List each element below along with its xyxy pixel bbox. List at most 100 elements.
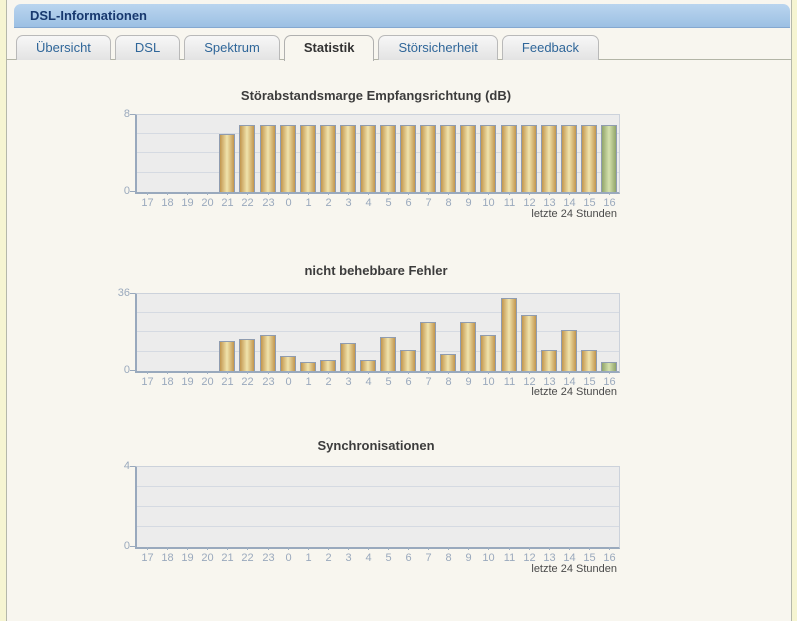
bar	[219, 134, 235, 192]
x-axis-tick	[187, 547, 188, 550]
x-tick-label: 6	[405, 552, 412, 564]
bar	[280, 356, 296, 371]
x-axis-tick	[328, 371, 329, 374]
x-axis-tick	[247, 192, 248, 195]
x-tick-label: 17	[141, 552, 154, 564]
plot-area	[135, 114, 620, 194]
chart-title: nicht behebbare Fehler	[304, 263, 448, 278]
tab-feedback[interactable]: Feedback	[501, 35, 600, 60]
bar	[400, 125, 416, 192]
y-axis-min-label: 0	[123, 540, 130, 552]
x-tick-label: 13	[543, 552, 556, 564]
x-axis-labels: 17 18 19 20 21 22 23 0 1 2 3 4 5 6 7 8 9 10 11 12 13 14 15 16	[137, 371, 619, 388]
x-axis-tick	[288, 371, 289, 374]
x-axis-tick	[609, 371, 610, 374]
x-axis-tick	[388, 192, 389, 195]
bar	[280, 125, 296, 192]
bar	[561, 125, 577, 192]
x-tick-label: 1	[305, 376, 312, 388]
x-tick-label: 21	[221, 552, 234, 564]
x-axis-tick	[268, 192, 269, 195]
tab-spektrum[interactable]: Spektrum	[184, 35, 280, 60]
x-axis-tick	[589, 192, 590, 195]
x-axis-tick	[227, 192, 228, 195]
x-axis-tick	[408, 371, 409, 374]
x-tick-label: 5	[385, 552, 392, 564]
x-axis-tick	[468, 371, 469, 374]
bar	[561, 330, 577, 371]
bar	[460, 322, 476, 371]
bar	[260, 335, 276, 371]
bar	[440, 354, 456, 371]
x-tick-label: 15	[583, 197, 596, 209]
x-tick-label: 16	[603, 376, 616, 388]
x-axis-tick	[187, 192, 188, 195]
y-axis-max-label: 4	[123, 460, 130, 472]
x-axis-tick	[509, 371, 510, 374]
tab-statistik[interactable]: Statistik	[283, 35, 375, 61]
x-tick-label: 20	[201, 552, 214, 564]
x-axis-tick	[147, 547, 148, 550]
bar	[541, 350, 557, 371]
x-axis-tick	[569, 547, 570, 550]
x-tick-label: 19	[181, 197, 194, 209]
x-tick-label: 7	[425, 197, 432, 209]
x-axis-tick	[247, 371, 248, 374]
x-tick-label: 11	[503, 376, 516, 388]
x-axis-tick	[529, 192, 530, 195]
tab-uebersicht[interactable]: Übersicht	[16, 35, 111, 60]
x-axis-tick	[388, 547, 389, 550]
x-axis-tick	[207, 192, 208, 195]
x-axis-tick	[589, 547, 590, 550]
bar	[360, 360, 376, 371]
x-axis-tick	[448, 547, 449, 550]
x-axis-tick	[348, 547, 349, 550]
x-tick-label: 15	[583, 552, 596, 564]
x-axis-tick	[549, 192, 550, 195]
x-tick-label: 10	[482, 552, 495, 564]
bar	[420, 322, 436, 371]
x-axis-tick	[348, 371, 349, 374]
y-axis-tick	[130, 546, 135, 547]
bar	[501, 125, 517, 192]
bar	[581, 350, 597, 371]
x-tick-label: 14	[563, 376, 576, 388]
x-axis-tick	[428, 192, 429, 195]
x-axis-tick	[488, 371, 489, 374]
x-axis-tick	[187, 371, 188, 374]
x-tick-label: 22	[241, 552, 254, 564]
tab-dsl[interactable]: DSL	[114, 35, 181, 60]
x-axis-tick	[328, 547, 329, 550]
tab-stoersicherheit[interactable]: Störsicherheit	[378, 35, 498, 60]
x-axis-tick	[227, 547, 228, 550]
x-tick-label: 21	[221, 197, 234, 209]
x-tick-label: 1	[305, 552, 312, 564]
plot-area	[135, 293, 620, 373]
x-axis-tick	[308, 192, 309, 195]
x-tick-label: 16	[603, 197, 616, 209]
x-axis-tick	[609, 547, 610, 550]
x-tick-label: 14	[563, 552, 576, 564]
x-axis-tick	[428, 371, 429, 374]
x-axis-tick	[167, 192, 168, 195]
page-title: DSL-Informationen	[30, 8, 147, 23]
x-tick-label: 16	[603, 552, 616, 564]
x-tick-label: 6	[405, 197, 412, 209]
x-tick-label: 23	[262, 197, 275, 209]
x-axis-labels: 17 18 19 20 21 22 23 0 1 2 3 4 5 6 7 8 9 10 11 12 13 14 15 16	[137, 192, 619, 209]
x-tick-label: 0	[285, 197, 292, 209]
gridline	[137, 526, 619, 527]
x-tick-label: 20	[201, 197, 214, 209]
gridline	[137, 331, 619, 332]
x-tick-label: 18	[161, 376, 174, 388]
x-axis-tick	[167, 371, 168, 374]
x-tick-label: 9	[465, 552, 472, 564]
x-axis-tick	[368, 192, 369, 195]
x-axis-tick	[368, 547, 369, 550]
x-axis-tick	[529, 547, 530, 550]
x-tick-label: 12	[523, 552, 536, 564]
bar	[300, 362, 316, 371]
x-axis-tick	[247, 547, 248, 550]
chart-title: Synchronisationen	[317, 438, 435, 453]
y-axis-max-label: 36	[117, 287, 130, 299]
